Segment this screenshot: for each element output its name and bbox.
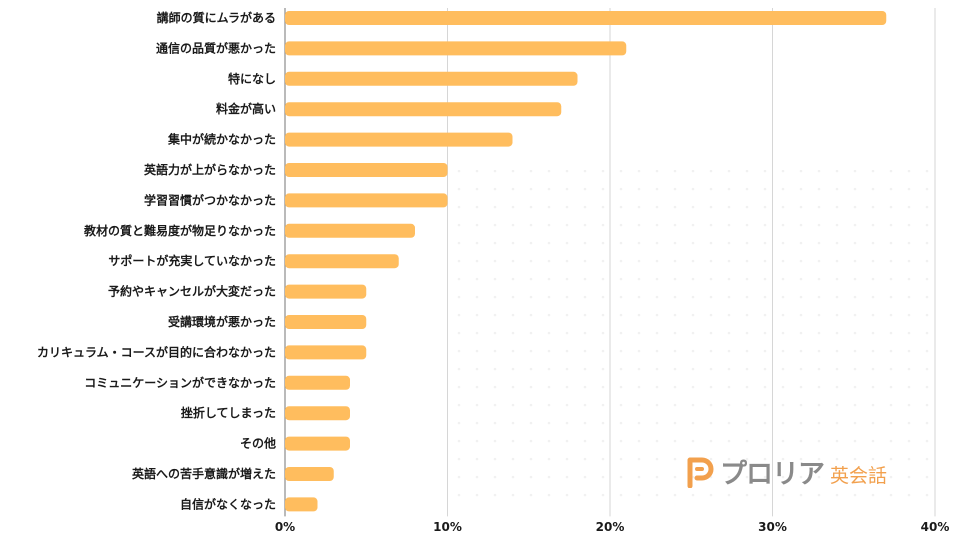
category-label: 講師の質にムラがある	[157, 10, 276, 25]
bar	[285, 71, 578, 86]
category-label: 通信の品質が悪かった	[156, 40, 276, 55]
bar	[285, 315, 367, 329]
category-label: 教材の質と難易度が物足りなかった	[83, 223, 276, 238]
category-label: 予約やキャンセルが大変だった	[108, 284, 276, 299]
bar	[285, 467, 334, 481]
bar	[285, 41, 627, 56]
bar	[285, 132, 513, 147]
bar	[285, 345, 367, 360]
category-label: 英語力が上がらなかった	[144, 162, 276, 177]
bar	[285, 436, 350, 451]
bar	[285, 11, 887, 25]
category-label: 料金が高い	[216, 101, 276, 116]
category-label: 特になし	[228, 71, 276, 86]
bar	[285, 193, 448, 208]
category-label: 英語への苦手意識が増えた	[132, 466, 276, 481]
x-tick-label: 10%	[433, 520, 462, 534]
plot-dot-background	[450, 170, 936, 510]
category-label: サポートが充実していなかった	[108, 253, 276, 268]
bar	[285, 284, 367, 299]
bar	[285, 406, 350, 421]
category-label: 受講環境が悪かった	[168, 314, 276, 329]
category-label: カリキュラム・コースが目的に合わなかった	[37, 344, 276, 359]
bar	[285, 375, 350, 390]
bar	[285, 497, 318, 512]
x-tick-label: 30%	[758, 520, 787, 534]
category-label: 学習習慣がつかなかった	[144, 192, 276, 207]
proria-p-logo-icon	[687, 457, 714, 488]
category-label: その他	[240, 436, 276, 451]
logo-name: プロリア	[720, 459, 825, 490]
category-label: 自信がなくなった	[180, 496, 276, 511]
category-label: 挫折してしまった	[181, 405, 276, 420]
category-label: コミュニケーションができなかった	[84, 375, 276, 390]
bar	[285, 163, 448, 177]
category-label: 集中が続かなかった	[167, 132, 276, 147]
x-tick-label: 0%	[275, 520, 295, 534]
x-tick-label: 20%	[596, 520, 625, 534]
brand-logo: プロリア 英会話	[686, 452, 887, 491]
bar	[285, 223, 415, 238]
bar	[285, 102, 562, 117]
logo-sub: 英会話	[830, 464, 888, 487]
x-tick-label: 40%	[921, 520, 950, 534]
bar	[285, 254, 399, 269]
